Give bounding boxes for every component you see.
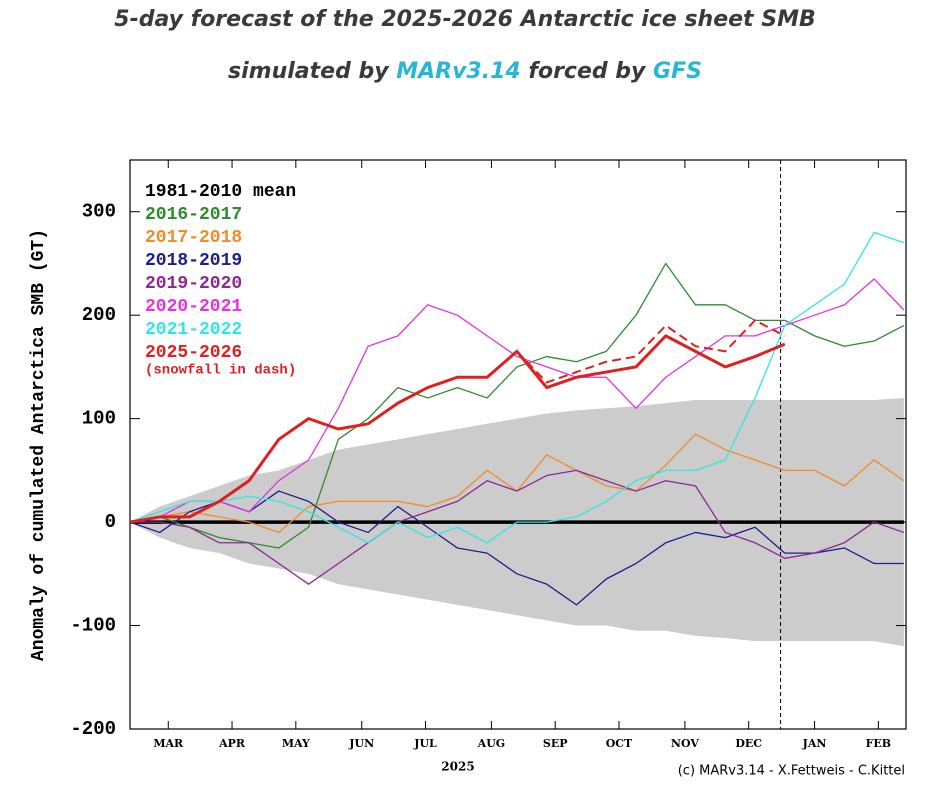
y-tick-label: 200 <box>82 304 116 326</box>
y-tick-label: 100 <box>82 408 116 430</box>
credit: (c) MARv3.14 - X.Fettweis - C.Kittel <box>678 764 905 779</box>
subtitle-part: forced by <box>521 59 653 84</box>
legend-entry: 2019-2020 <box>145 274 242 294</box>
chart-title: 5-day forecast of the 2025-2026 Antarcti… <box>114 7 815 32</box>
y-tick-label: -200 <box>70 718 116 740</box>
x-tick-label: MAR <box>153 737 184 750</box>
x-tick-label: DEC <box>735 737 762 750</box>
x-axis-label: 2025 <box>441 760 474 774</box>
x-tick-label: JUL <box>413 737 437 750</box>
x-tick-label: APR <box>218 737 246 750</box>
y-tick-label: 0 <box>105 511 116 533</box>
series-line <box>129 262 905 549</box>
series-line <box>130 469 905 585</box>
legend-entry: (snowfall in dash) <box>145 363 296 379</box>
subtitle-part: MARv3.14 <box>396 59 520 84</box>
legend-entry: 2021-2022 <box>145 320 242 340</box>
legend-entry: 2016-2017 <box>145 205 242 225</box>
chart-subtitle: simulated by MARv3.14 forced by GFS <box>228 59 702 84</box>
y-tick-label: -100 <box>70 615 116 637</box>
x-tick-label: FEB <box>866 737 892 750</box>
legend-entry: 2025-2026 <box>145 343 242 363</box>
series-line <box>129 334 786 524</box>
series-line <box>129 490 904 606</box>
legend-entry: 2017-2018 <box>145 228 242 248</box>
subtitle-part: simulated by <box>228 59 396 84</box>
series-line <box>516 319 786 384</box>
subtitle-part: GFS <box>653 59 702 84</box>
y-tick-label: 300 <box>82 201 116 223</box>
x-tick-label: NOV <box>671 737 699 750</box>
x-tick-label: SEP <box>543 737 568 750</box>
y-axis-label: Anomaly of cumulated Antarctica SMB (GT) <box>29 229 49 661</box>
legend-entry: 1981-2010 mean <box>145 182 296 202</box>
legend-entry: 2020-2021 <box>145 297 242 317</box>
x-tick-label: JUN <box>348 737 374 750</box>
plot-frame <box>129 159 907 730</box>
series-line <box>129 278 905 523</box>
x-tick-label: JAN <box>802 737 827 750</box>
legend-entry: 2018-2019 <box>145 251 242 271</box>
x-tick-label: AUG <box>477 737 506 750</box>
x-tick-label: MAY <box>282 737 310 750</box>
x-tick-label: OCT <box>606 737 633 750</box>
